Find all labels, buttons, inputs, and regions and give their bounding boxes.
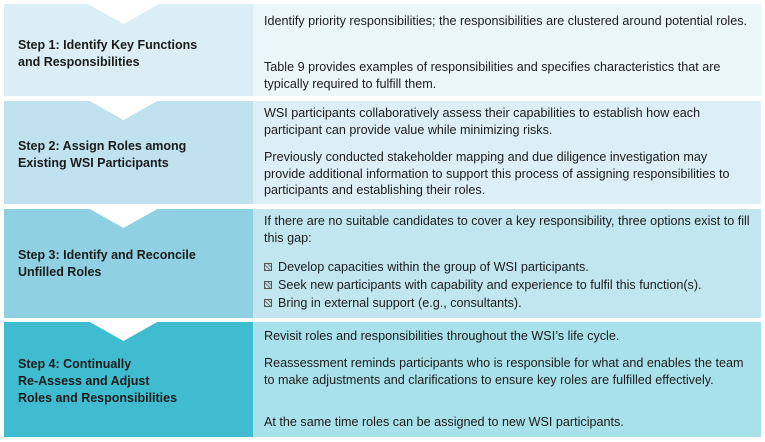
step-4-title-line-3: Roles and Responsibilities xyxy=(18,391,178,405)
step-3-bullet-2: Seek new participants with capability an… xyxy=(264,277,751,294)
step-3-bullet-1: Develop capacities within the group of W… xyxy=(264,259,751,276)
step-3-bullet-2-text: Seek new participants with capability an… xyxy=(278,278,702,292)
step-3-bullet-3: Bring in external support (e.g., consult… xyxy=(264,295,751,312)
step-1-title-line-2: and Responsibilities xyxy=(18,55,140,69)
step-4-description-cell: Revisit roles and responsibilities throu… xyxy=(253,322,761,437)
step-3-paragraph-1: If there are no suitable candidates to c… xyxy=(264,214,750,245)
step-3-title-cell: Step 3: Identify and Reconcile Unfilled … xyxy=(4,209,251,318)
step-1-row: Step 1: Identify Key Functions and Respo… xyxy=(4,4,761,96)
square-bullet-icon xyxy=(264,263,272,271)
square-bullet-icon xyxy=(264,299,272,307)
step-3-bullet-1-text: Develop capacities within the group of W… xyxy=(278,260,589,274)
step-2-title-line-2: Existing WSI Participants xyxy=(18,156,169,170)
step-1-paragraph-1: Identify priority responsibilities; the … xyxy=(264,14,748,28)
step-2-title-cell: Step 2: Assign Roles among Existing WSI … xyxy=(4,101,251,204)
step-3-title: Step 3: Identify and Reconcile Unfilled … xyxy=(18,247,245,281)
step-4-paragraph-1: Revisit roles and responsibilities throu… xyxy=(264,329,620,343)
step-4-row: Step 4: Continually Re-Assess and Adjust… xyxy=(4,322,761,437)
step-1-paragraph-2: Table 9 provides examples of responsibil… xyxy=(264,60,721,91)
step-1-title: Step 1: Identify Key Functions and Respo… xyxy=(18,37,245,71)
step-2-paragraph-2: Previously conducted stakeholder mapping… xyxy=(264,150,730,198)
step-4-title-line-1: Step 4: Continually xyxy=(18,357,132,371)
step-1-description-cell: Identify priority responsibilities; the … xyxy=(253,4,761,96)
step-4-title: Step 4: Continually Re-Assess and Adjust… xyxy=(18,356,245,407)
step-3-title-line-2: Unfilled Roles xyxy=(18,265,102,279)
step-2-title: Step 2: Assign Roles among Existing WSI … xyxy=(18,138,245,172)
step-3-title-line-1: Step 3: Identify and Reconcile xyxy=(18,248,196,262)
square-bullet-icon xyxy=(264,281,272,289)
step-4-title-cell: Step 4: Continually Re-Assess and Adjust… xyxy=(4,322,251,437)
step-3-row: Step 3: Identify and Reconcile Unfilled … xyxy=(4,209,761,318)
step-2-title-line-1: Step 2: Assign Roles among xyxy=(18,139,187,153)
step-2-row: Step 2: Assign Roles among Existing WSI … xyxy=(4,101,761,204)
step-2-paragraph-1: WSI participants collaboratively assess … xyxy=(264,106,701,137)
step-4-title-line-2: Re-Assess and Adjust xyxy=(18,374,150,388)
step-3-bullet-3-text: Bring in external support (e.g., consult… xyxy=(278,296,522,310)
step-3-description-cell: If there are no suitable candidates to c… xyxy=(253,209,761,318)
step-1-title-cell: Step 1: Identify Key Functions and Respo… xyxy=(4,4,251,96)
step-4-paragraph-3: At the same time roles can be assigned t… xyxy=(264,415,624,429)
step-2-description-cell: WSI participants collaboratively assess … xyxy=(253,101,761,204)
step-4-paragraph-2: Reassessment reminds participants who is… xyxy=(264,356,744,387)
step-1-title-line-1: Step 1: Identify Key Functions xyxy=(18,38,198,52)
